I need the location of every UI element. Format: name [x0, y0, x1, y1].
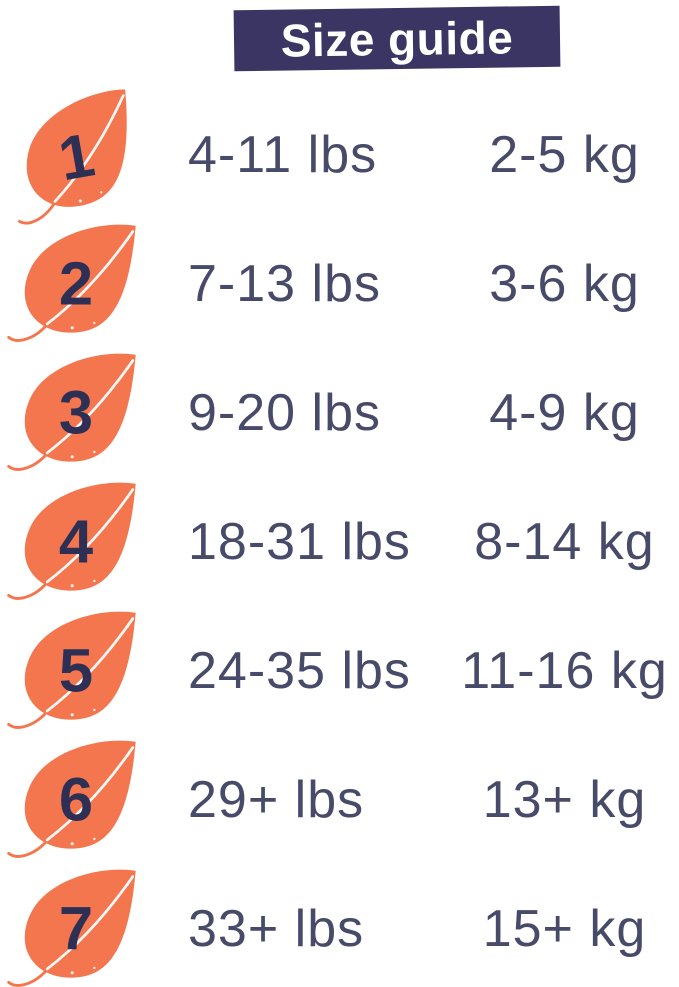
weight-lbs: 7-13 lbs [188, 254, 381, 313]
size-number: 3 [59, 379, 93, 448]
leaf-badge: 5 [0, 607, 188, 734]
size-number: 5 [59, 637, 93, 706]
page-title: Size guide [280, 10, 514, 67]
size-table: 1 4-11 lbs 2-5 kg 2 7-13 lbs 3-6 kg [0, 89, 679, 987]
size-row: 2 7-13 lbs 3-6 kg [0, 219, 679, 348]
leaf-icon: 2 [7, 224, 136, 342]
weight-lbs: 4-11 lbs [188, 125, 378, 184]
weight-kg: 8-14 kg [474, 512, 655, 571]
leaf-badge: 2 [0, 220, 188, 347]
weight-lbs: 18-31 lbs [188, 512, 411, 571]
size-row: 4 18-31 lbs 8-14 kg [0, 477, 679, 606]
leaf-icon: 7 [7, 869, 136, 987]
weight-kg: 3-6 kg [489, 254, 640, 313]
size-number: 6 [59, 766, 93, 835]
weight-lbs: 24-35 lbs [188, 641, 411, 700]
leaf-icon: 1 [17, 89, 127, 225]
size-row: 3 9-20 lbs 4-9 kg [0, 348, 679, 477]
leaf-badge: 3 [0, 349, 188, 476]
size-number: 2 [59, 250, 93, 319]
size-row: 5 24-35 lbs 11-16 kg [0, 606, 679, 735]
weight-kg: 4-9 kg [489, 383, 640, 442]
leaf-badge: 1 [0, 89, 188, 225]
title-banner: Size guide [233, 5, 561, 72]
leaf-badge: 6 [0, 736, 188, 863]
size-row: 1 4-11 lbs 2-5 kg [0, 89, 679, 225]
leaf-badge: 7 [0, 865, 188, 987]
weight-lbs: 33+ lbs [188, 899, 365, 958]
weight-kg: 15+ kg [482, 899, 647, 958]
leaf-icon: 6 [7, 740, 136, 858]
leaf-icon: 5 [7, 611, 136, 729]
weight-kg: 2-5 kg [489, 125, 640, 184]
size-row: 6 29+ lbs 13+ kg [0, 735, 679, 864]
size-number: 4 [59, 508, 93, 577]
leaf-badge: 4 [0, 478, 188, 605]
weight-lbs: 9-20 lbs [188, 383, 381, 442]
weight-lbs: 29+ lbs [188, 770, 365, 829]
leaf-icon: 4 [7, 482, 136, 600]
size-number: 7 [59, 895, 93, 964]
weight-kg: 13+ kg [482, 770, 647, 829]
weight-kg: 11-16 kg [461, 641, 668, 700]
size-row: 7 33+ lbs 15+ kg [0, 864, 679, 987]
leaf-icon: 3 [7, 353, 136, 471]
